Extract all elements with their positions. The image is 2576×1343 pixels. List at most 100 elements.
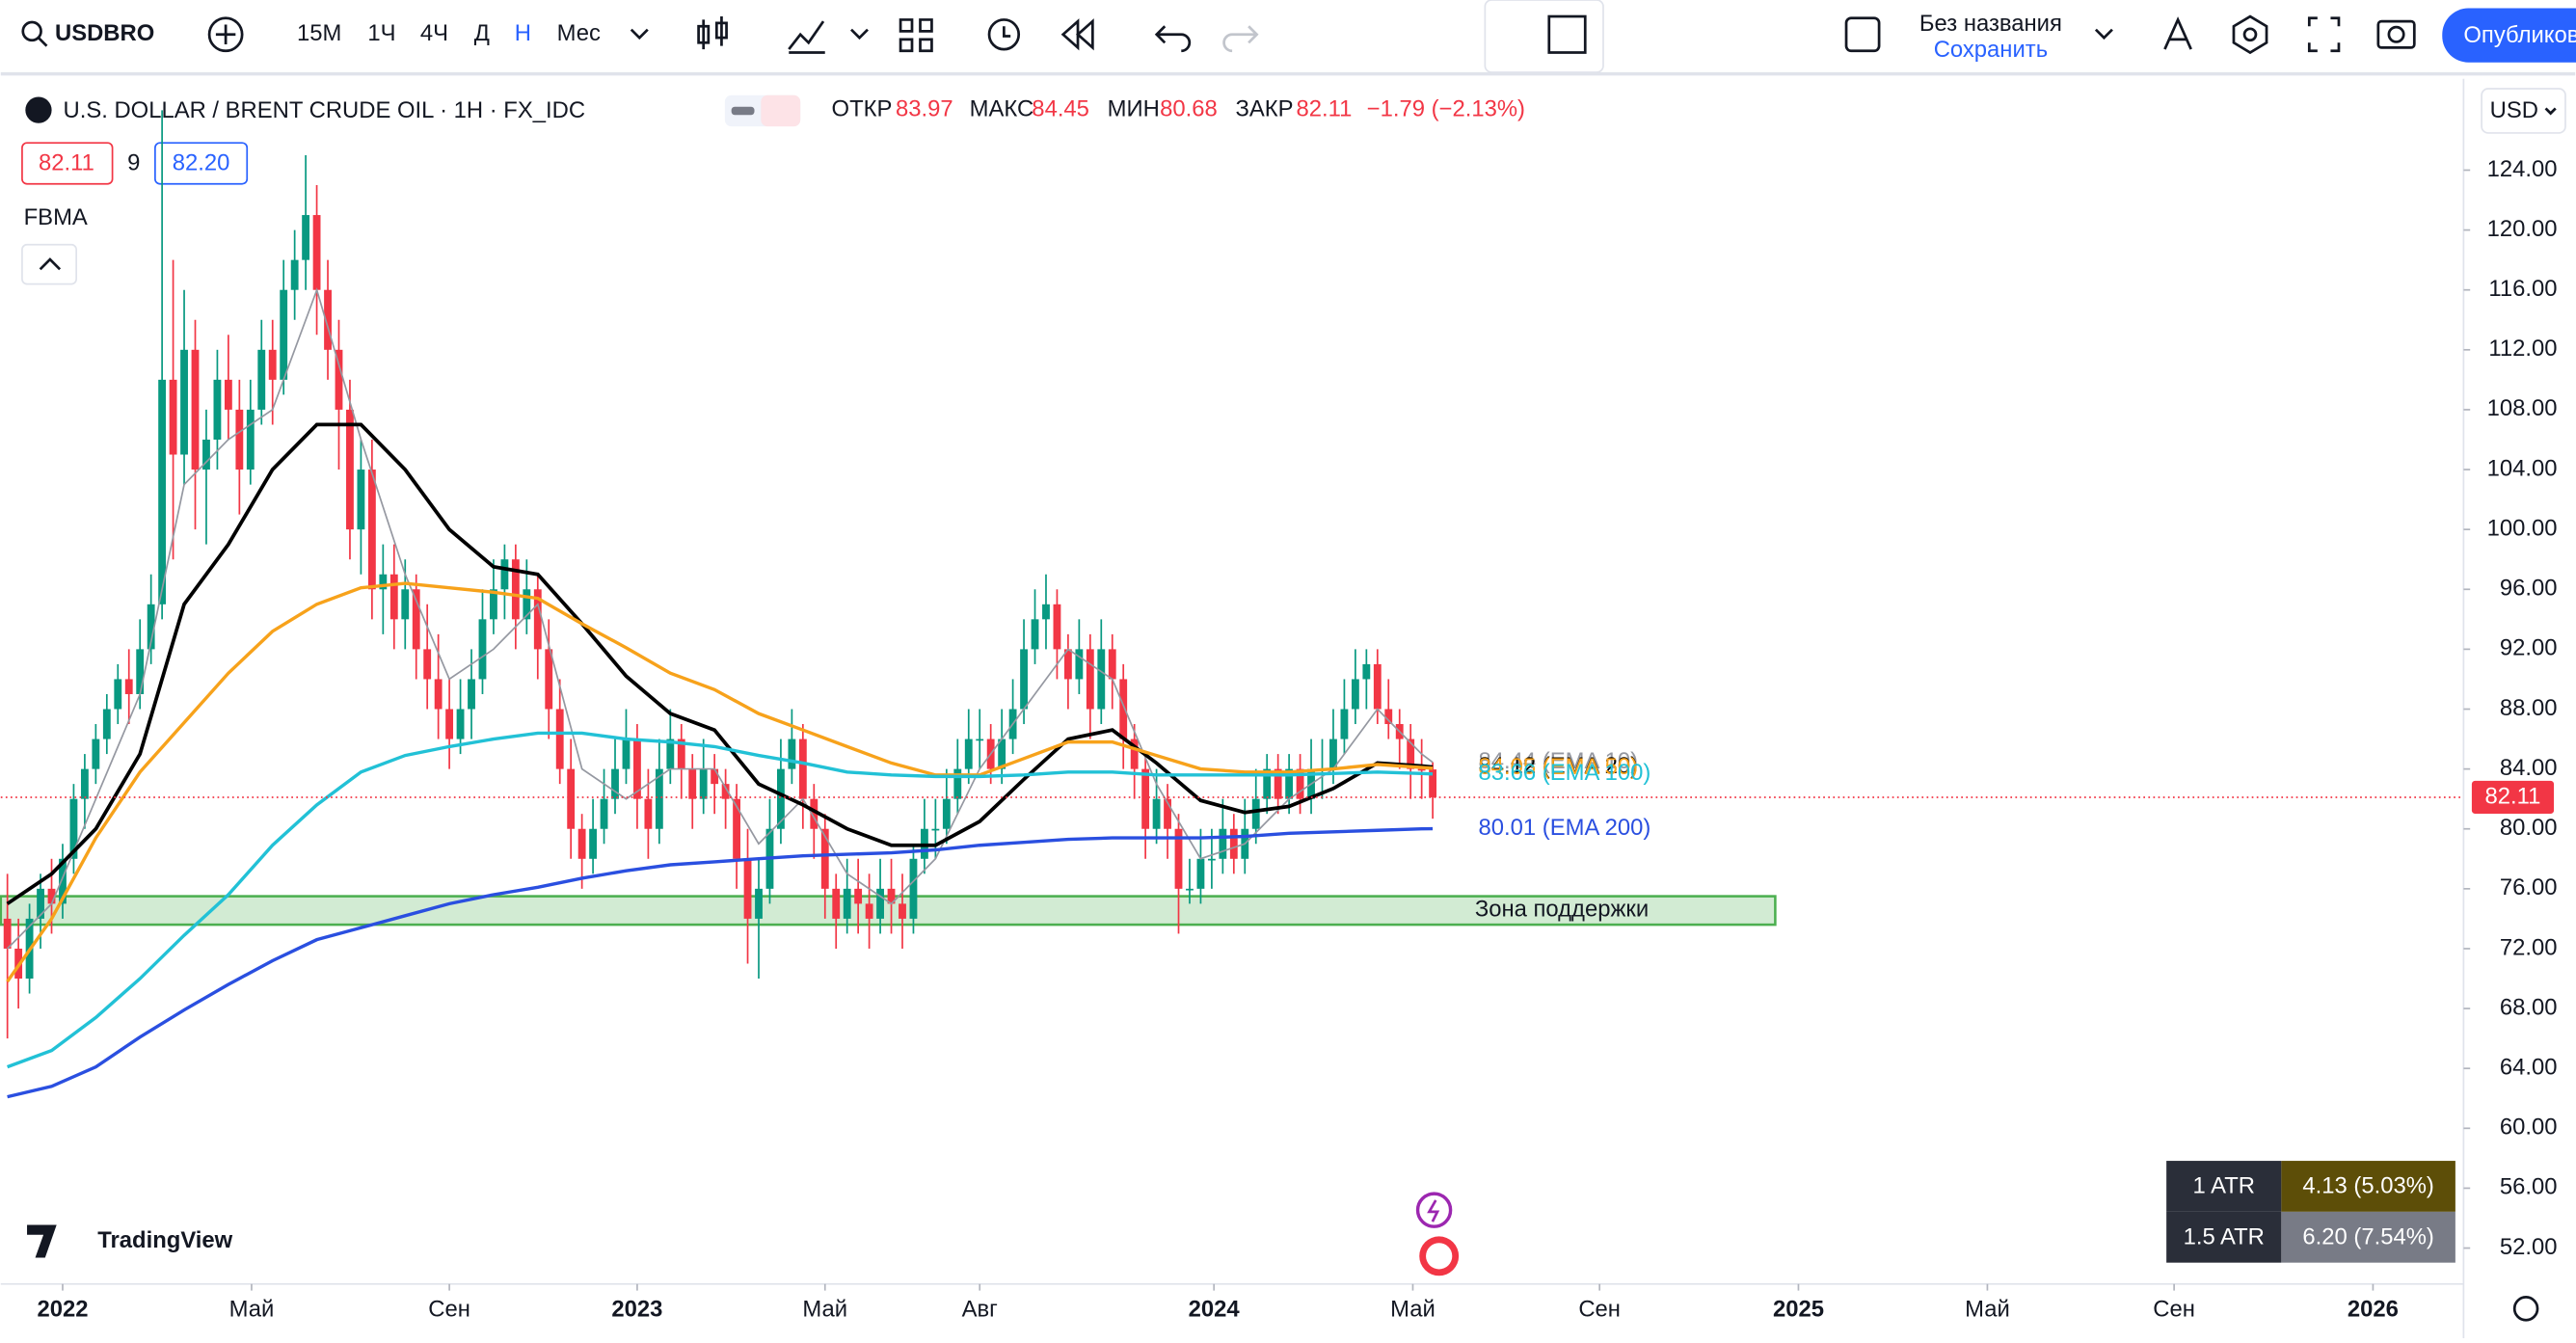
layout-icon[interactable] [1844,16,1881,53]
x-tick-label: Авг [962,1296,998,1322]
candle-body [899,903,906,919]
ema-line [6,422,1434,905]
candle-body [324,289,332,350]
candle-body [1263,768,1272,799]
indicators-chevron[interactable] [850,28,869,40]
atr-name-cell [2166,1161,2282,1212]
candle-body [257,349,266,410]
snapshot-lens [2387,25,2405,43]
drawing-toolbar [1484,0,1604,73]
replay-icon[interactable] [1060,18,1094,51]
currency-box[interactable] [2481,88,2566,134]
layout-name[interactable]: Без названия [1919,11,2062,37]
candle-body [80,768,89,799]
candle-body [1384,709,1393,725]
event-icon[interactable] [1415,1192,1453,1228]
last-price-box [2471,780,2555,814]
x-tick-label: Май [229,1296,275,1322]
currency[interactable]: USD [2490,97,2538,123]
candle-body [887,888,896,904]
x-tick-label: Сен [1578,1296,1621,1322]
interval-button[interactable]: 1Ч [367,20,395,46]
alert-icon-hand [1003,26,1011,38]
interval-button[interactable]: 15M [297,20,341,46]
undo-icon[interactable] [1154,25,1192,53]
candle-body [312,215,321,290]
candle-body [246,409,255,470]
candle-body [69,798,78,859]
add-symbol-icon[interactable] [207,16,244,53]
search-icon[interactable] [21,20,42,42]
interval-menu-chevron[interactable] [630,28,649,40]
y-tick-label: 88.00 [2500,695,2558,721]
candle-body [1174,828,1183,889]
candle-body [401,589,410,620]
candle-body [224,379,232,410]
candle-body [1108,649,1116,680]
candle-body [147,604,155,650]
rectangle-tool-icon[interactable] [1547,14,1587,54]
candle-body [1020,649,1028,710]
spread: 9 [127,150,140,176]
interval-button[interactable]: Н [515,20,531,46]
ema-line [7,731,1434,1069]
candle-body [500,559,509,590]
chart-type-icon[interactable] [697,16,728,50]
candle-body [976,739,984,741]
candle-body [1053,604,1061,650]
ask-box[interactable] [154,142,249,185]
candle-body [777,768,785,829]
candle-body [909,858,918,919]
save-link[interactable]: Сохранить [1934,37,2048,63]
candle-body [1119,679,1128,739]
x-tick-label: 2025 [1773,1296,1824,1322]
interval-button[interactable]: Д [474,20,490,46]
settings-icon[interactable] [2232,14,2268,55]
candle-body [942,798,951,829]
collapse-button[interactable] [21,243,77,285]
layout-chevron[interactable] [2094,28,2113,40]
bid-box[interactable] [21,142,114,185]
candle-body [711,768,719,785]
bid-price[interactable]: 82.11 [39,150,94,176]
fullscreen-icon[interactable] [2307,16,2341,53]
candle-body [964,739,973,769]
candle-body [1196,858,1205,889]
x-tick-label: 2026 [2348,1296,2399,1322]
atr-value: 4.13 (5.03%) [2302,1173,2433,1199]
support-zone-label: Зона поддержки [1475,897,1649,923]
candle-body [533,589,542,650]
interval-button[interactable]: Мес [557,20,601,46]
candle-body [854,888,863,904]
ema-line [7,287,1434,950]
candle-body [478,619,487,680]
candle-body [1362,663,1371,680]
brand-logo [27,1224,57,1258]
x-tick-label: Сен [428,1296,470,1322]
candle-body [1274,768,1282,799]
quick-search-icon[interactable] [2163,16,2192,50]
indicators-icon[interactable] [788,20,825,54]
symbol-logo [25,96,52,123]
atr-name: 1 ATR [2193,1173,2255,1199]
candle-body [832,888,841,919]
candle-body [644,798,653,829]
interval-button[interactable]: 4Ч [420,20,448,46]
candle-body [412,589,420,650]
ask-price[interactable]: 82.20 [173,150,230,176]
candle-body [59,858,67,904]
candle-body [191,349,200,470]
alert-icon[interactable] [987,18,1021,51]
candle-body [1417,768,1426,771]
publish-label[interactable]: Опубликовать [2463,22,2576,48]
candle-body [1373,663,1382,710]
currency-chevron [2544,107,2557,116]
snapshot-icon[interactable] [2376,19,2416,49]
layouts-icon[interactable] [899,18,933,53]
publish-button[interactable] [2442,8,2576,63]
symbol[interactable]: USDBRO [55,20,154,46]
axis-settings-icon[interactable] [2512,1296,2539,1322]
ema-label: 80.01 (EMA 200) [1479,815,1651,841]
